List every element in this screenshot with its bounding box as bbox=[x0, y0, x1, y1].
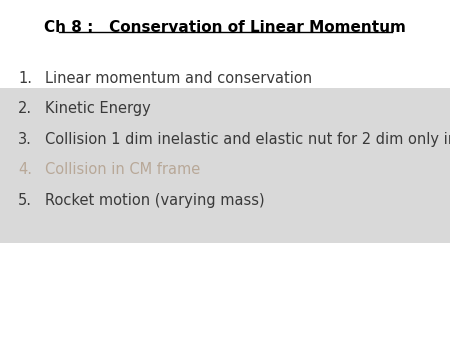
Text: Ch 8 :   Conservation of Linear Momentum: Ch 8 : Conservation of Linear Momentum bbox=[44, 20, 406, 35]
Text: 4.: 4. bbox=[18, 162, 32, 177]
Text: Kinetic Energy: Kinetic Energy bbox=[45, 101, 151, 116]
Text: Linear momentum and conservation: Linear momentum and conservation bbox=[45, 71, 312, 86]
Text: 5.: 5. bbox=[18, 193, 32, 208]
Text: 3.: 3. bbox=[18, 132, 32, 147]
Text: Collision in CM frame: Collision in CM frame bbox=[45, 162, 200, 177]
Text: Collision 1 dim inelastic and elastic nut for 2 dim only inellastic: Collision 1 dim inelastic and elastic nu… bbox=[45, 132, 450, 147]
FancyBboxPatch shape bbox=[0, 88, 450, 243]
Text: Rocket motion (varying mass): Rocket motion (varying mass) bbox=[45, 193, 265, 208]
Text: 1.: 1. bbox=[18, 71, 32, 86]
Text: 2.: 2. bbox=[18, 101, 32, 116]
